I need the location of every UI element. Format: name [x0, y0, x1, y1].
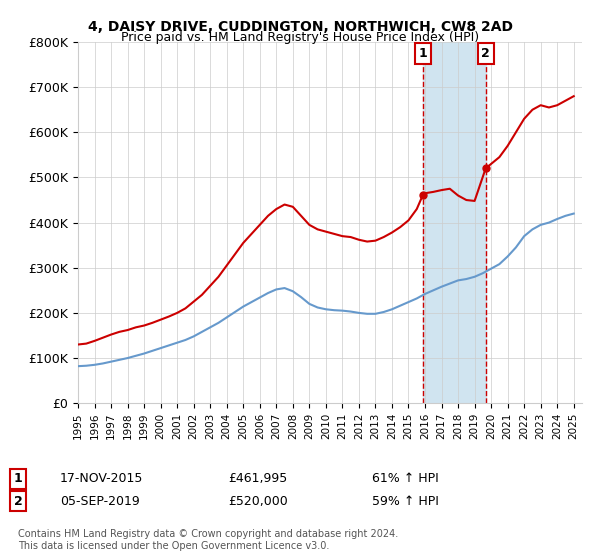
Bar	[423, 42, 485, 403]
Text: 17-NOV-2015: 17-NOV-2015	[60, 472, 143, 486]
Text: £520,000: £520,000	[228, 494, 288, 508]
Text: 2: 2	[14, 494, 22, 508]
Text: 2: 2	[481, 47, 490, 60]
Text: Price paid vs. HM Land Registry's House Price Index (HPI): Price paid vs. HM Land Registry's House …	[121, 31, 479, 44]
Text: Contains HM Land Registry data © Crown copyright and database right 2024.
This d: Contains HM Land Registry data © Crown c…	[18, 529, 398, 551]
Text: 4, DAISY DRIVE, CUDDINGTON, NORTHWICH, CW8 2AD: 4, DAISY DRIVE, CUDDINGTON, NORTHWICH, C…	[88, 20, 512, 34]
Text: 59% ↑ HPI: 59% ↑ HPI	[372, 494, 439, 508]
Text: 61% ↑ HPI: 61% ↑ HPI	[372, 472, 439, 486]
Text: 05-SEP-2019: 05-SEP-2019	[60, 494, 140, 508]
Text: 1: 1	[14, 472, 22, 486]
Text: 1: 1	[419, 47, 427, 60]
Text: £461,995: £461,995	[228, 472, 287, 486]
